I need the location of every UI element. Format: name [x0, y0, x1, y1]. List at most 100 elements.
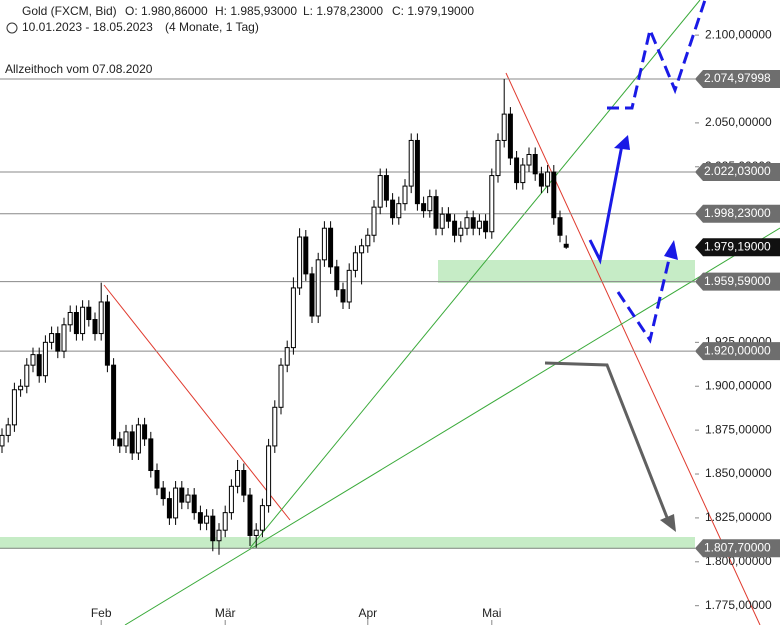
chart-title: Gold (FXCM, Bid): [22, 4, 117, 18]
candle-body: [563, 243, 569, 248]
candle-body: [179, 487, 185, 503]
candle-body: [5, 424, 11, 436]
quote-close: C: 1.979,19000: [392, 4, 474, 18]
candle-body: [197, 512, 203, 524]
candle-body: [470, 217, 476, 229]
candle-body: [142, 424, 148, 440]
candle-body: [55, 333, 61, 352]
candle-body: [135, 424, 141, 454]
candle-body: [383, 175, 389, 201]
x-tick-label: Mai: [482, 606, 501, 620]
price-badge: [695, 70, 780, 89]
candle-body: [433, 196, 439, 229]
trend-line: [103, 284, 291, 521]
arrow-head: [614, 135, 630, 150]
candle-body: [253, 529, 259, 536]
y-tick-label: 1.850,00000: [705, 466, 772, 480]
candle-body: [359, 245, 365, 254]
candle-body: [514, 157, 520, 184]
support-zone: [0, 537, 695, 549]
candle-body: [483, 220, 489, 233]
candle-body: [365, 234, 371, 247]
candle-body: [185, 494, 191, 503]
x-tick-label: Feb: [91, 606, 112, 620]
trend-line: [505, 72, 761, 625]
candle-body: [61, 324, 67, 352]
clock-icon: [6, 22, 18, 34]
price-axis: 2.100,000002.050,000002.025,000001.925,0…: [91, 27, 780, 625]
candle-body: [439, 213, 445, 229]
candle-body: [235, 470, 241, 487]
candle-body: [247, 494, 253, 536]
candle-body: [173, 487, 179, 519]
candle-body: [228, 485, 234, 514]
candle-body: [402, 185, 408, 205]
candle-body: [538, 173, 544, 187]
quote-high: H: 1.985,93000: [215, 4, 297, 18]
price-label: 1.920,00000: [704, 343, 771, 357]
x-tick-label: Mär: [215, 606, 236, 620]
candle-body: [86, 306, 92, 321]
candle-body: [216, 529, 222, 542]
candle-body: [489, 175, 495, 233]
x-tick-label: Apr: [358, 606, 377, 620]
price-label: 2.074,97998: [704, 71, 771, 85]
y-tick-label: 2.100,00000: [705, 27, 772, 41]
candle-body: [458, 227, 464, 236]
price-badge: [695, 272, 780, 291]
candle-body: [408, 139, 414, 187]
quote-low: L: 1.978,23000: [303, 4, 383, 18]
candle-body: [557, 217, 563, 236]
dashed-arrow: [616, 254, 672, 344]
price-label: 1.959,59000: [704, 274, 771, 288]
price-label: 1.998,23000: [704, 206, 771, 220]
candle-body: [445, 213, 451, 222]
price-badge: [695, 342, 780, 361]
y-tick-label: 1.775,00000: [705, 598, 772, 612]
candle-body: [241, 470, 247, 496]
quote-open: O: 1.980,86000: [125, 4, 208, 18]
y-tick-label: 1.900,00000: [705, 378, 772, 392]
candle-body: [290, 287, 296, 349]
y-tick-label: 1.800,00000: [705, 554, 772, 568]
candle-body: [259, 505, 265, 531]
candle-body: [414, 139, 420, 205]
trend-line: [124, 227, 780, 625]
period: (4 Monate, 1 Tag): [165, 20, 259, 34]
candle-body: [464, 217, 470, 229]
arrow-head: [660, 514, 676, 532]
candle-body: [427, 196, 433, 212]
candle-body: [204, 515, 210, 524]
candle-body: [284, 347, 290, 366]
candle-body: [396, 203, 402, 219]
candle-body: [166, 498, 172, 519]
candle-body: [272, 406, 278, 447]
support-zone: [438, 260, 695, 283]
candle-body: [98, 301, 104, 335]
arrow-head: [664, 240, 678, 260]
candle-body: [526, 153, 532, 166]
candle-body: [222, 512, 228, 531]
candle-body: [49, 333, 55, 343]
candle-body: [421, 203, 427, 212]
trend-line: [249, 0, 701, 549]
candle-body: [377, 175, 383, 208]
candle-body: [11, 389, 17, 426]
price-badge: [695, 238, 780, 257]
candle-body: [334, 266, 340, 291]
candle-body: [80, 306, 86, 335]
candle-body: [24, 364, 30, 387]
candle-body: [328, 227, 334, 268]
candle-body: [507, 113, 513, 159]
candle-body: [67, 312, 73, 326]
price-label: 1.807,70000: [704, 540, 771, 554]
candle-body: [551, 171, 557, 219]
y-tick-label: 1.825,00000: [705, 510, 772, 524]
candle-body: [309, 273, 315, 317]
y-tick-label: 2.050,00000: [705, 115, 772, 129]
candle-body: [352, 252, 358, 271]
candle-body: [476, 220, 482, 229]
price-label: 2.022,03000: [704, 164, 771, 178]
y-tick-label: 1.875,00000: [705, 422, 772, 436]
